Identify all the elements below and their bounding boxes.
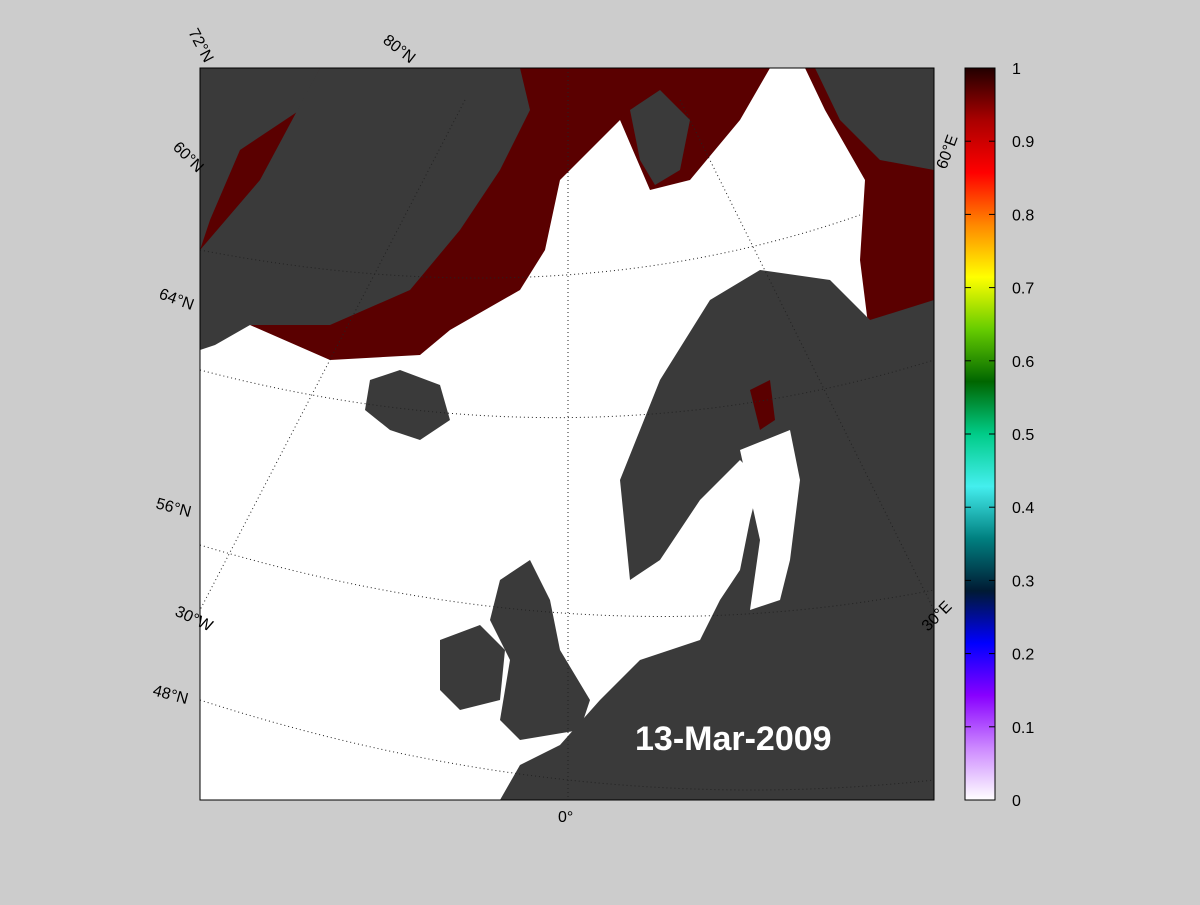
land <box>200 68 320 250</box>
graticule <box>199 544 935 617</box>
colorbar-tick-label: 0.2 <box>1012 647 1034 664</box>
colorbar-tick-label: 0.3 <box>1012 573 1034 590</box>
land <box>440 625 505 710</box>
land <box>815 68 934 170</box>
graticule <box>679 99 935 611</box>
lon-label: 60°E <box>934 133 962 172</box>
date-label: 13-Mar-2009 <box>635 720 832 758</box>
map-frame <box>199 67 935 801</box>
colorbar-tick-label: 0.9 <box>1012 134 1034 151</box>
lat-label: 80°N <box>380 32 419 67</box>
lat-label: 72°N <box>184 26 216 66</box>
lat-label: 56°N <box>154 495 193 521</box>
sea <box>740 430 800 610</box>
land <box>365 370 450 440</box>
colorbar-tick-label: 0.8 <box>1012 207 1034 224</box>
colorbar-tick-label: 0.5 <box>1012 427 1034 444</box>
land <box>200 68 530 350</box>
lon-label: 0° <box>558 809 573 826</box>
colorbar-tick-label: 1 <box>1012 61 1021 78</box>
land <box>490 560 590 740</box>
colorbar-tick-label: 0.7 <box>1012 281 1034 298</box>
colorbar-tick-label: 0.4 <box>1012 500 1034 517</box>
land <box>500 270 934 800</box>
lat-label: 48°N <box>151 682 190 708</box>
land <box>630 90 690 185</box>
colorbar: 0 0.1 0.2 0.3 0.4 0.5 0.6 0.7 0.8 0.9 1 <box>964 61 1034 810</box>
map: 13-Mar-2009 <box>199 67 935 801</box>
lat-label: 64°N <box>157 286 196 314</box>
colorbar-tick-label: 0.6 <box>1012 354 1034 371</box>
colorbar-tick-label: 0.1 <box>1012 720 1034 737</box>
sea-ice <box>750 380 775 430</box>
colorbar-tick-label: 0 <box>1012 793 1021 810</box>
